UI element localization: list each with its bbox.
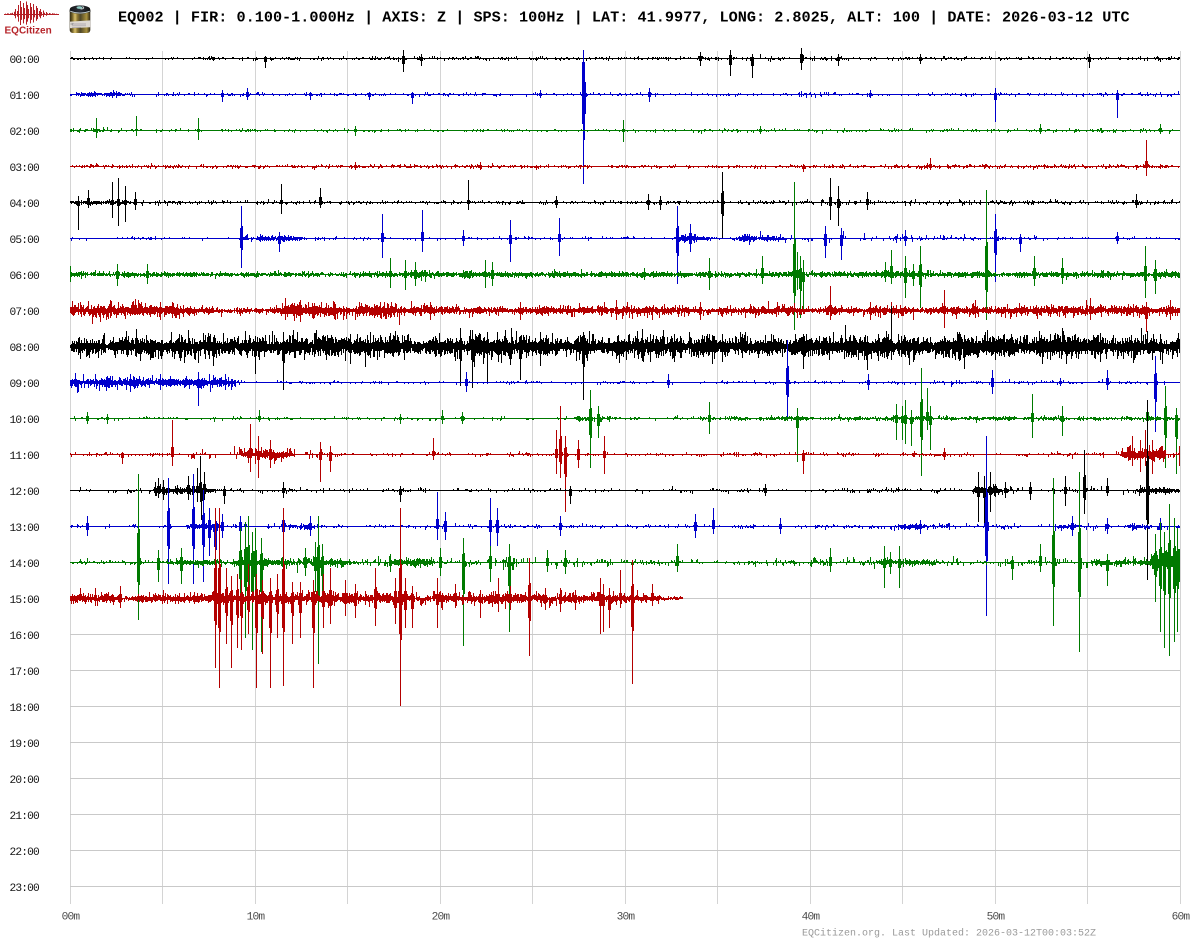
svg-text:07:00: 07:00 — [10, 307, 40, 319]
svg-text:20:00: 20:00 — [10, 775, 40, 787]
svg-text:EQCitizen: EQCitizen — [5, 26, 52, 37]
svg-text:01:00: 01:00 — [10, 91, 40, 103]
svg-text:00:00: 00:00 — [10, 55, 40, 67]
svg-text:04:00: 04:00 — [10, 199, 40, 211]
svg-text:14:00: 14:00 — [10, 559, 40, 571]
svg-text:17:00: 17:00 — [10, 667, 40, 679]
svg-text:03:00: 03:00 — [10, 163, 40, 175]
svg-text:08:00: 08:00 — [10, 343, 40, 355]
svg-text:60m: 60m — [1172, 912, 1191, 924]
svg-text:11:00: 11:00 — [10, 451, 40, 463]
svg-text:23:00: 23:00 — [10, 883, 40, 895]
svg-text:19:00: 19:00 — [10, 739, 40, 751]
svg-text:00m: 00m — [62, 912, 81, 924]
svg-text:05:00: 05:00 — [10, 235, 40, 247]
svg-text:30m: 30m — [617, 912, 636, 924]
svg-text:13:00: 13:00 — [10, 523, 40, 535]
svg-text:21:00: 21:00 — [10, 811, 40, 823]
svg-text:09:00: 09:00 — [10, 379, 40, 391]
svg-text:EQCitizen.org. Last Updated: 2: EQCitizen.org. Last Updated: 2026-03-12T… — [802, 928, 1096, 940]
svg-text:12:00: 12:00 — [10, 487, 40, 499]
svg-text:20m: 20m — [432, 912, 451, 924]
svg-text:02:00: 02:00 — [10, 127, 40, 139]
svg-text:06:00: 06:00 — [10, 271, 40, 283]
svg-text:50m: 50m — [987, 912, 1006, 924]
svg-text:10m: 10m — [247, 912, 266, 924]
svg-text:10:00: 10:00 — [10, 415, 40, 427]
svg-text:22:00: 22:00 — [10, 847, 40, 859]
svg-text:16:00: 16:00 — [10, 631, 40, 643]
svg-text:EQ002 | FIR: 0.100-1.000Hz | A: EQ002 | FIR: 0.100-1.000Hz | AXIS: Z | S… — [118, 9, 1130, 27]
svg-text:15:00: 15:00 — [10, 595, 40, 607]
svg-text:40m: 40m — [802, 912, 821, 924]
svg-text:18:00: 18:00 — [10, 703, 40, 715]
